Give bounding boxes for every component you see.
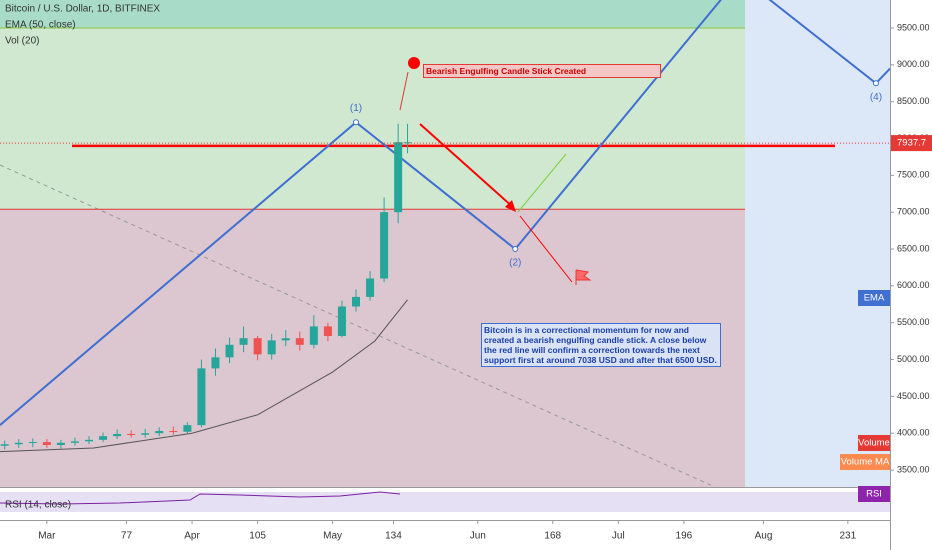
price-badge [891, 135, 932, 152]
rsi-band [0, 492, 890, 512]
x-tick-label: 196 [676, 531, 693, 542]
badge-label: Volume [858, 438, 890, 449]
wave-label: (2) [509, 258, 521, 269]
candle-body [155, 431, 164, 434]
badge-label: Volume MA [841, 457, 890, 468]
x-tick-label: 231 [839, 531, 856, 542]
y-tick-label: 4500.00 [897, 391, 930, 401]
title: Bitcoin / U.S. Dollar, 1D, BITFINEX [5, 4, 160, 15]
wave-point [353, 119, 359, 126]
candle-body [309, 326, 318, 345]
y-tick-label: 5500.00 [897, 317, 930, 327]
candle-body [183, 425, 192, 432]
wave-label: (1) [350, 103, 362, 114]
arrow [519, 215, 573, 283]
ema-line [0, 299, 408, 453]
candle-body [127, 433, 136, 435]
candle-body [337, 306, 346, 336]
badge [858, 486, 890, 502]
badge [840, 454, 890, 470]
candle-body [85, 439, 93, 442]
marker [408, 57, 420, 69]
y-tick-label: 5000.00 [897, 354, 930, 364]
rsi-line [0, 491, 401, 505]
y-tick-label: 9000.00 [897, 59, 930, 69]
candle-body [380, 212, 389, 279]
note: Bitcoin is in a correctional momentum fo… [481, 323, 721, 367]
future-zone [745, 0, 890, 487]
candle-body [323, 326, 332, 336]
candle-body [141, 433, 150, 435]
arrow [399, 71, 409, 111]
x-tick-label: Jun [470, 531, 486, 542]
y-tick-label: 3500.00 [897, 464, 930, 474]
annotation: Bearish Engulfing Candle Stick Created [423, 64, 661, 78]
badge-label: RSI [866, 489, 882, 500]
x-tick-label: 168 [544, 531, 561, 542]
candle-body [366, 278, 375, 297]
wave-label: (4) [870, 92, 882, 103]
y-tick-label: 7500.00 [897, 170, 930, 180]
x-tick-label: Jul [612, 531, 625, 542]
x-tick-label: Mar [38, 531, 56, 542]
candle-body [403, 142, 412, 144]
candle-body [295, 338, 304, 345]
indicator: EMA (50, close) [5, 20, 76, 31]
arrow-head [505, 200, 516, 212]
badge [858, 290, 890, 306]
candle-body [394, 142, 403, 213]
candle-body [113, 433, 122, 437]
candle-body [169, 431, 178, 433]
x-tick-label: 77 [121, 531, 133, 542]
y-tick-label: 9500.00 [897, 22, 930, 32]
candle-body [42, 442, 51, 446]
arrow [419, 123, 515, 209]
x-tick-label: 105 [249, 531, 266, 542]
y-tick-label: 8500.00 [897, 96, 930, 106]
arrow [517, 153, 567, 213]
candle-body [28, 442, 37, 444]
badge [858, 435, 890, 451]
candle-body [0, 444, 9, 446]
candle-body [225, 344, 234, 358]
candle-body [56, 442, 65, 446]
candle-body [267, 340, 276, 355]
wave-line [0, 0, 890, 426]
candle-body [70, 441, 79, 443]
candle-body [239, 338, 248, 345]
top-zone [0, 0, 745, 28]
rsi-label: RSI (14, close) [5, 500, 71, 511]
bull-zone [0, 0, 745, 210]
x-tick-label: Apr [184, 531, 200, 542]
price-label: 7937.7 [897, 138, 926, 149]
candle-body [211, 357, 220, 369]
wave-point [512, 246, 519, 253]
x-tick-label: May [323, 531, 342, 542]
candle-body [14, 442, 23, 445]
candle-body [352, 296, 360, 307]
candle-body [253, 338, 262, 355]
y-tick-label: 6000.00 [897, 280, 930, 290]
indicator: Vol (20) [5, 36, 39, 47]
trend-line [0, 164, 716, 488]
x-tick-label: 134 [385, 531, 402, 542]
y-tick-label: 6500.00 [897, 243, 930, 253]
flag [575, 269, 592, 285]
x-tick-label: Aug [755, 531, 773, 542]
y-tick-label: 7000.00 [897, 207, 930, 217]
badge-label: EMA [864, 293, 885, 304]
candle-body [99, 436, 108, 440]
y-tick-label: 4000.00 [897, 428, 930, 438]
wave-point [872, 80, 879, 87]
candle-body [197, 368, 206, 426]
candle-body [281, 338, 290, 341]
